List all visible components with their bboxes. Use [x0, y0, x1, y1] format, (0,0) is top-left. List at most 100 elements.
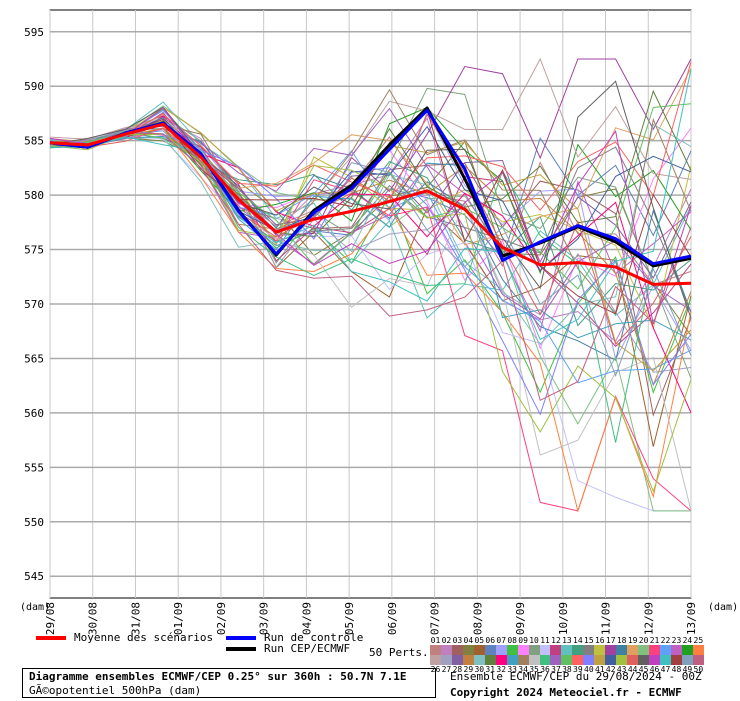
pert-swatch — [462, 645, 474, 655]
pert-swatch — [660, 655, 671, 665]
pert-swatch — [594, 645, 606, 655]
pert-number: 45 — [638, 665, 649, 674]
pert-swatch — [605, 645, 617, 655]
x-tick-label: 30/08 — [87, 602, 100, 635]
pert-number: 42 — [605, 665, 616, 674]
run-info-block: Ensemble ECMWF/CEP du 29/08/2024 - 00Z C… — [450, 669, 702, 701]
y-tick-label: 560 — [24, 407, 44, 420]
pert-swatch — [440, 645, 452, 655]
pert-swatches-bottom — [430, 655, 704, 665]
cep-label: Run CEP/ECMWF — [264, 642, 351, 655]
chart-title: Diagramme ensembles ECMWF/CEP 0.25° sur … — [29, 670, 407, 683]
y-tick-label: 565 — [24, 352, 44, 365]
y-tick-label: 550 — [24, 516, 44, 529]
pert-swatch — [616, 655, 628, 665]
pert-number: 02 — [441, 636, 452, 645]
legend-control: Run de contrôle — [226, 631, 363, 644]
pert-number: 46 — [649, 665, 660, 674]
perturbation-line — [49, 68, 692, 341]
y-tick-label: 595 — [24, 26, 44, 39]
mean-swatch — [36, 636, 66, 640]
pert-swatch — [539, 645, 551, 655]
pert-number: 32 — [496, 665, 507, 674]
pert-number: 15 — [584, 636, 594, 645]
y-unit-left: (dam) — [20, 602, 50, 613]
y-axis: 545 550 555 560 565 570 575 580 585 590 595 — [24, 26, 44, 583]
pert-swatch — [660, 645, 671, 655]
perturbation-line — [49, 103, 692, 290]
perturbation-lines — [49, 57, 692, 513]
pert-swatch — [649, 645, 661, 655]
pert-number: 12 — [551, 636, 561, 645]
pert-number: 40 — [584, 665, 594, 674]
pert-number: 44 — [627, 665, 638, 674]
ensemble-chart: 545 550 555 560 565 570 575 580 585 590 595 29/08 3… — [20, 9, 738, 635]
perts-label: 50 Perts. — [369, 646, 429, 659]
run-info: Ensemble ECMWF/CEP du 29/08/2024 - 00Z — [450, 670, 702, 683]
pert-swatch — [638, 655, 650, 665]
pert-number: 13 — [562, 636, 572, 645]
pert-number: 25 — [693, 636, 704, 645]
mean-line — [49, 122, 692, 286]
pert-number: 23 — [671, 636, 682, 645]
pert-number: 07 — [496, 636, 507, 645]
pert-swatch — [517, 645, 529, 655]
pert-number: 19 — [627, 636, 638, 645]
pert-swatch — [681, 655, 693, 665]
control-label: Run de contrôle — [264, 631, 364, 644]
y-tick-label: 590 — [24, 80, 44, 93]
x-tick-label: 05/09 — [343, 602, 356, 635]
y-tick-label: 585 — [24, 135, 44, 148]
pert-swatch — [638, 645, 650, 655]
pert-swatch — [692, 655, 704, 665]
pert-number: 14 — [573, 636, 583, 645]
pert-number: 10 — [529, 636, 539, 645]
x-tick-label: 01/09 — [172, 602, 185, 635]
y-unit-right: (dam) — [708, 602, 738, 613]
perturbation-line — [49, 117, 692, 512]
perturbation-line — [49, 101, 692, 319]
pert-swatch — [506, 645, 518, 655]
perturbation-line — [49, 113, 692, 346]
x-tick-label: 02/09 — [215, 602, 228, 635]
pert-swatch — [430, 645, 441, 655]
pert-swatch — [561, 645, 573, 655]
pert-swatch — [451, 655, 463, 665]
pert-swatch — [528, 655, 540, 665]
x-tick-label: 29/08 — [44, 602, 57, 635]
pert-swatch — [462, 655, 474, 665]
pert-swatch — [440, 655, 452, 665]
pert-swatch — [605, 655, 617, 665]
pert-swatch — [495, 645, 507, 655]
pert-number: 43 — [616, 665, 627, 674]
pert-number: 29 — [463, 665, 474, 674]
pert-number: 06 — [485, 636, 496, 645]
pert-swatch — [484, 645, 496, 655]
pert-number: 20 — [638, 636, 649, 645]
pert-swatch — [583, 655, 595, 665]
y-tick-label: 575 — [24, 244, 44, 257]
pert-swatch — [616, 645, 628, 655]
pert-number: 33 — [507, 665, 517, 674]
control-swatch — [226, 636, 256, 640]
pert-number: 16 — [594, 636, 605, 645]
pert-swatches-top — [430, 645, 704, 655]
copyright: Copyright 2024 Meteociel.fr - ECMWF — [450, 686, 682, 699]
y-tick-label: 555 — [24, 461, 44, 474]
pert-swatch — [484, 655, 496, 665]
x-tick-label: 06/09 — [386, 602, 399, 635]
pert-swatch — [681, 645, 693, 655]
pert-number: 28 — [452, 665, 463, 674]
y-tick-label: 580 — [24, 189, 44, 202]
pert-swatch — [670, 655, 682, 665]
x-tick-label: 13/09 — [685, 602, 698, 635]
pert-swatch — [430, 655, 441, 665]
x-tick-label: 03/09 — [258, 602, 271, 635]
pert-number: 36 — [540, 665, 550, 674]
pert-swatch — [649, 655, 661, 665]
pert-numbers-top: 01 02 03 04 05 06 07 08 09 10 11 12 13 14 15 16 17 18 19 20… — [430, 636, 704, 645]
perturbation-color-grid: 01 02 03 04 05 06 07 08 09 10 11 12 13 14 15 16 17 18 19 20… — [430, 636, 704, 674]
pert-number: 22 — [660, 636, 671, 645]
pert-swatch — [583, 645, 595, 655]
mean-label: Moyenne des scénarios — [74, 631, 214, 644]
